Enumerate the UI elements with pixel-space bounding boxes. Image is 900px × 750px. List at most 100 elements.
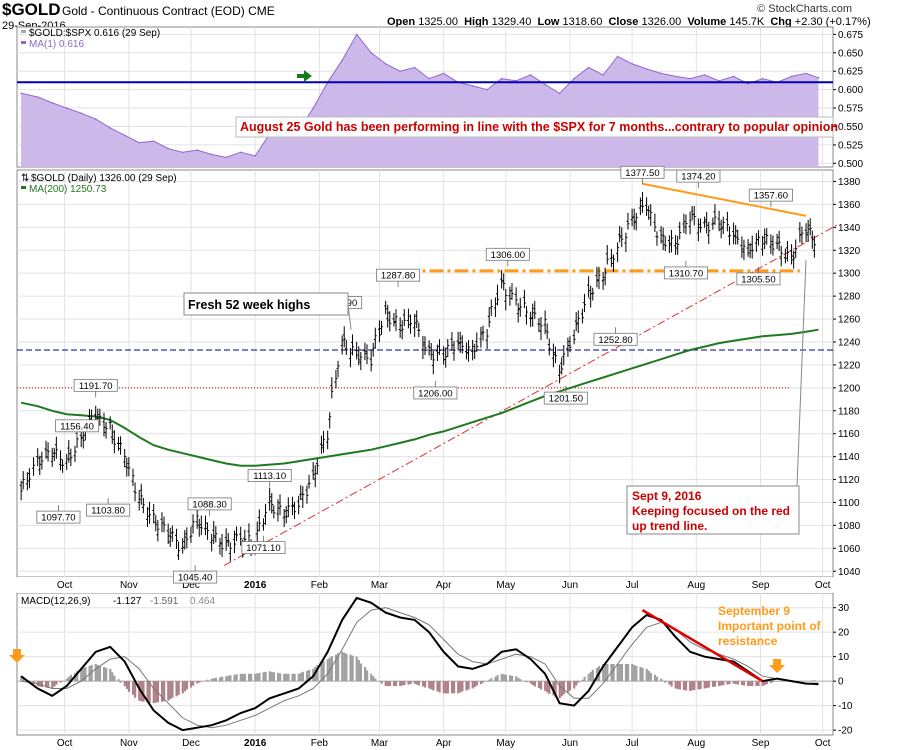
macd-histogram-bar: [148, 681, 151, 703]
price-y-tick-label: 1320: [838, 246, 861, 257]
macd-histogram-bar: [225, 676, 228, 682]
ratio-point: [225, 156, 227, 159]
price-label-box: [247, 469, 292, 482]
macd-histogram-bar: [726, 681, 729, 685]
macd-histogram-bar: [618, 664, 621, 682]
price-label: 1103.80: [91, 506, 125, 517]
macd-histogram-bar: [254, 673, 257, 682]
macd-histogram-bar: [235, 674, 238, 682]
macd-histogram-bar: [192, 681, 195, 686]
macd-histogram-bar: [142, 681, 145, 702]
ratio-point: [312, 107, 314, 109]
macd-histogram-bar: [177, 681, 180, 695]
sept9-line2: Keeping focused on the red: [632, 504, 790, 518]
price-label: 1305.50: [741, 274, 775, 285]
macd-histogram-bar: [438, 681, 441, 693]
macd-histogram-bar: [568, 681, 572, 691]
macd-histogram-bar: [763, 681, 766, 686]
price-label: 1113.10: [253, 471, 286, 482]
price-label: 1357.60: [754, 191, 788, 202]
ratio-y-tick-label: 0.675: [838, 30, 863, 41]
ratio-point: [587, 66, 590, 69]
x-tick-label: 2016: [244, 580, 267, 591]
quote-summary: Open 1325.00 High 1329.40 Low 1318.60 Cl…: [387, 16, 871, 28]
macd-histogram-bar: [256, 673, 259, 682]
sept9-box: [626, 485, 800, 535]
price-y-tick-label: 1100: [838, 498, 860, 509]
macd-histogram-bar: [494, 676, 497, 682]
macd-histogram-bar: [413, 681, 416, 684]
macd-histogram-bar: [388, 681, 391, 687]
price-label-box: [73, 378, 118, 392]
ratio-point: [370, 51, 372, 54]
macd-histogram-bar: [183, 681, 186, 692]
macd-histogram-bar: [326, 659, 329, 682]
x-tick-label-bottom: Mar: [371, 738, 389, 749]
macd-histogram-bar: [515, 676, 518, 682]
macd-histogram-bar: [343, 652, 346, 682]
macd-histogram-bar: [239, 673, 242, 682]
macd-histogram-bar: [577, 681, 580, 683]
macd-histogram-bar: [403, 681, 406, 686]
ratio-point: [413, 66, 416, 69]
ratio-point: [573, 77, 575, 80]
ratio-y-tick-label: 0.525: [838, 140, 863, 151]
macd-y-tick-label: -10: [838, 701, 853, 712]
macd-histogram-bar: [647, 670, 650, 682]
macd-histogram-bar: [363, 666, 367, 682]
macd-histogram-bar: [189, 681, 193, 688]
ratio-point: [239, 151, 242, 154]
macd-histogram-bar: [620, 664, 623, 682]
price-y-tick-label: 1220: [838, 360, 861, 371]
ratio-point: [544, 83, 546, 86]
ratio-point: [689, 77, 691, 80]
macd-histogram-bar: [548, 681, 551, 694]
macd-histogram-bar: [705, 681, 708, 688]
price-label: 1306.00: [491, 250, 525, 261]
x-tick-label: Mar: [371, 580, 389, 591]
price-label-box: [736, 272, 781, 286]
ratio-point: [817, 77, 820, 79]
macd-histogram-bar: [624, 664, 628, 682]
macd-histogram-bar: [270, 671, 273, 682]
macd-histogram-bar: [450, 681, 454, 694]
x-tick-label-bottom: Feb: [311, 738, 329, 749]
macd-histogram-bar: [47, 681, 50, 688]
macd-histogram-bar: [531, 681, 534, 686]
macd-histogram-bar: [430, 681, 433, 690]
price-label-box: [376, 268, 421, 282]
ratio-point: [616, 55, 619, 58]
macd-histogram-bar: [529, 681, 532, 684]
macd-histogram-bar: [432, 681, 435, 691]
macd-histogram-bar: [424, 681, 427, 688]
macd-histogram-bar: [355, 656, 358, 682]
macd-histogram-bar: [697, 681, 700, 690]
macd-histogram-bar: [635, 665, 638, 682]
stockcharts-credit[interactable]: © StockCharts.com: [757, 3, 852, 15]
ratio-y-tick-label: 0.600: [838, 85, 863, 96]
macd-histogram-bar: [123, 681, 126, 687]
macd-histogram-bar: [755, 681, 758, 687]
ratio-point: [645, 68, 648, 70]
macd-histogram-bar: [589, 671, 592, 682]
macd-histogram-bar: [606, 664, 609, 682]
macd-histogram-bar: [109, 668, 112, 682]
macd-histogram-bar: [722, 681, 725, 686]
macd-histogram-bar: [167, 681, 170, 701]
ratio-point: [500, 77, 503, 80]
ratio-point: [20, 92, 22, 95]
macd-histogram-bar: [771, 681, 775, 683]
macd-histogram-bar: [612, 664, 615, 682]
macd-histogram-bar: [664, 681, 667, 683]
price-y-tick-label: 1080: [838, 521, 861, 532]
x-tick-label: Oct: [815, 580, 831, 591]
macd-y-tick-label: 30: [838, 603, 850, 614]
x-tick-label-bottom: Dec: [182, 738, 200, 749]
price-label: 1191.70: [79, 381, 113, 392]
macd-histogram-bar: [421, 681, 425, 687]
macd-histogram-bar: [171, 681, 174, 698]
macd-histogram-bar: [533, 681, 536, 687]
x-tick-label: Jul: [626, 580, 639, 591]
macd-histogram-bar: [645, 668, 648, 682]
